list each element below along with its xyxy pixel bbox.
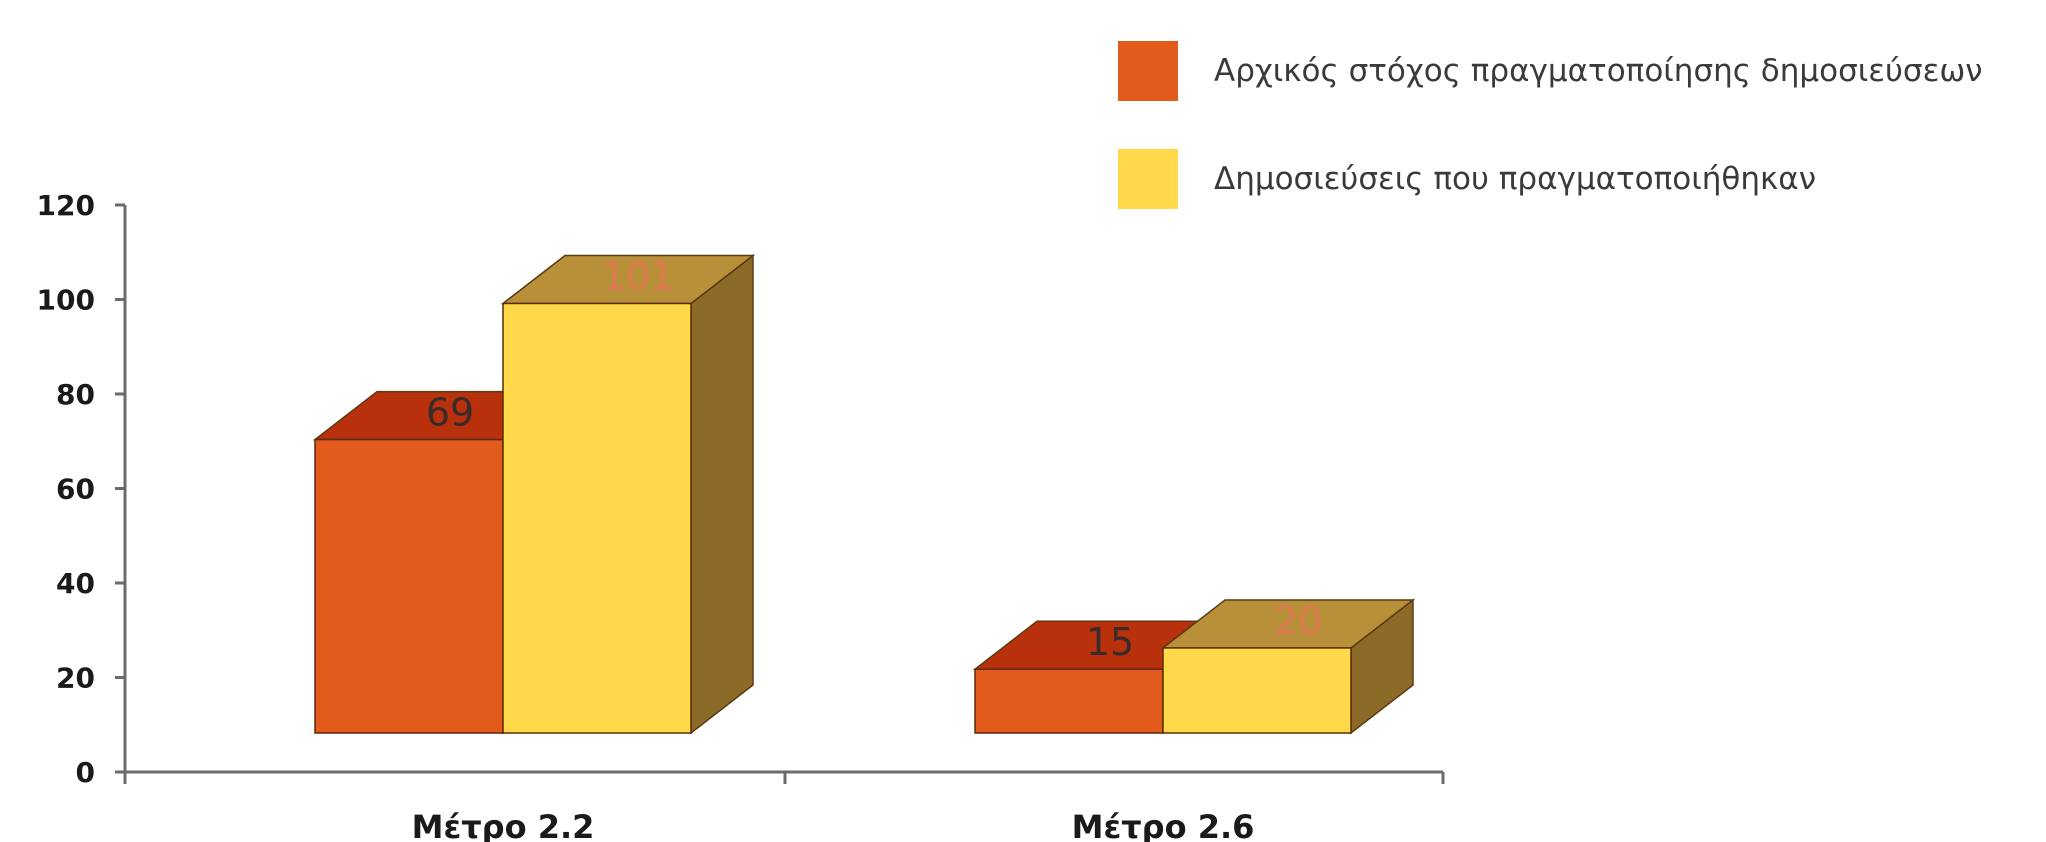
data-labels: 69 101 15 20 — [426, 254, 1322, 664]
y-tick-label: 40 — [56, 567, 95, 600]
bar — [1160, 598, 1416, 735]
bar-front — [974, 668, 1164, 734]
bar-side — [690, 253, 754, 735]
legend-swatch-actual — [1118, 149, 1178, 209]
data-label: 15 — [1086, 620, 1134, 664]
y-tick-label: 120 — [37, 189, 95, 222]
legend-label-actual: Δημοσιεύσεις που πραγματοποιήθηκαν — [1214, 161, 1817, 197]
y-tick-label: 60 — [56, 473, 95, 506]
legend-item-target: Αρχικός στόχος πραγματοποίησης δημοσιεύσ… — [1118, 40, 1983, 102]
bars — [312, 253, 1416, 735]
y-tick-label: 0 — [76, 756, 95, 789]
bar-front — [314, 438, 504, 734]
y-tick-label: 80 — [56, 378, 95, 411]
bar — [500, 253, 756, 735]
y-axis: 0 20 40 60 80 100 120 — [37, 189, 127, 789]
data-label: 69 — [426, 391, 474, 435]
data-label: 101 — [602, 254, 675, 298]
legend-swatch-target — [1118, 41, 1178, 101]
x-tick-label: Μέτρο 2.2 — [412, 808, 595, 842]
data-label: 20 — [1274, 599, 1322, 643]
x-axis: Μέτρο 2.2 Μέτρο 2.6 — [123, 770, 1445, 842]
y-tick-label: 100 — [37, 284, 95, 317]
y-tick-label: 20 — [56, 662, 95, 695]
legend-item-actual: Δημοσιεύσεις που πραγματοποιήθηκαν — [1118, 148, 1983, 210]
bar-front — [502, 302, 692, 734]
legend: Αρχικός στόχος πραγματοποίησης δημοσιεύσ… — [1118, 40, 1983, 256]
bar-front — [1162, 647, 1352, 734]
bar-chart: 0 20 40 60 80 100 120 Μέτρο 2.2 Μέτρο 2.6 69 101… — [37, 189, 1445, 842]
x-tick-label: Μέτρο 2.6 — [1072, 808, 1255, 842]
legend-label-target: Αρχικός στόχος πραγματοποίησης δημοσιεύσ… — [1214, 53, 1983, 89]
